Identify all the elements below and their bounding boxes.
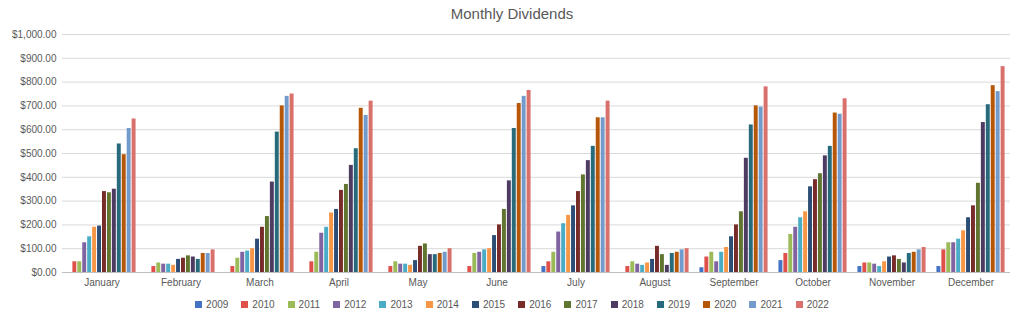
svg-text:December: December xyxy=(948,277,995,288)
svg-text:July: July xyxy=(567,277,585,288)
html-text:2015: 2015 xyxy=(482,298,506,310)
html-text:2010: 2010 xyxy=(252,298,275,310)
svg-text:$200.00: $200.00 xyxy=(20,219,57,230)
svg-text:$300.00: $300.00 xyxy=(20,195,57,206)
svg-text:October: October xyxy=(795,277,831,288)
html-text:2012: 2012 xyxy=(344,298,367,310)
html-text:2016: 2016 xyxy=(529,298,552,310)
html-text:2019: 2019 xyxy=(667,298,691,310)
svg-text:November: November xyxy=(869,277,916,288)
html-text:2011: 2011 xyxy=(298,298,321,310)
svg-text:September: September xyxy=(710,277,760,288)
svg-text:January: January xyxy=(84,277,120,288)
html-text:2020: 2020 xyxy=(714,298,737,310)
html-text:2017: 2017 xyxy=(575,298,598,310)
svg-text:$100.00: $100.00 xyxy=(20,243,57,254)
html-text:2013: 2013 xyxy=(390,298,413,310)
html-text:2021: 2021 xyxy=(760,298,783,310)
svg-text:$700.00: $700.00 xyxy=(20,100,57,111)
svg-text:April: April xyxy=(329,277,349,288)
svg-text:March: March xyxy=(246,277,274,288)
html-text:2022: 2022 xyxy=(806,298,829,310)
svg-text:$1,000.00: $1,000.00 xyxy=(12,29,57,40)
html-text:2009: 2009 xyxy=(206,298,229,310)
svg-text:$900.00: $900.00 xyxy=(20,53,57,64)
svg-text:$800.00: $800.00 xyxy=(20,76,57,87)
html-text:2018: 2018 xyxy=(621,298,644,310)
svg-text:June: June xyxy=(486,277,508,288)
svg-text:$600.00: $600.00 xyxy=(20,124,57,135)
svg-text:$500.00: $500.00 xyxy=(20,148,57,159)
html-text:Monthly Dividends: Monthly Dividends xyxy=(450,5,574,22)
svg-text:May: May xyxy=(409,277,428,288)
svg-text:$400.00: $400.00 xyxy=(20,172,57,183)
svg-text:$0.00: $0.00 xyxy=(31,267,56,278)
svg-text:February: February xyxy=(161,277,201,288)
html-text:2014: 2014 xyxy=(436,298,459,310)
svg-text:August: August xyxy=(639,277,670,288)
